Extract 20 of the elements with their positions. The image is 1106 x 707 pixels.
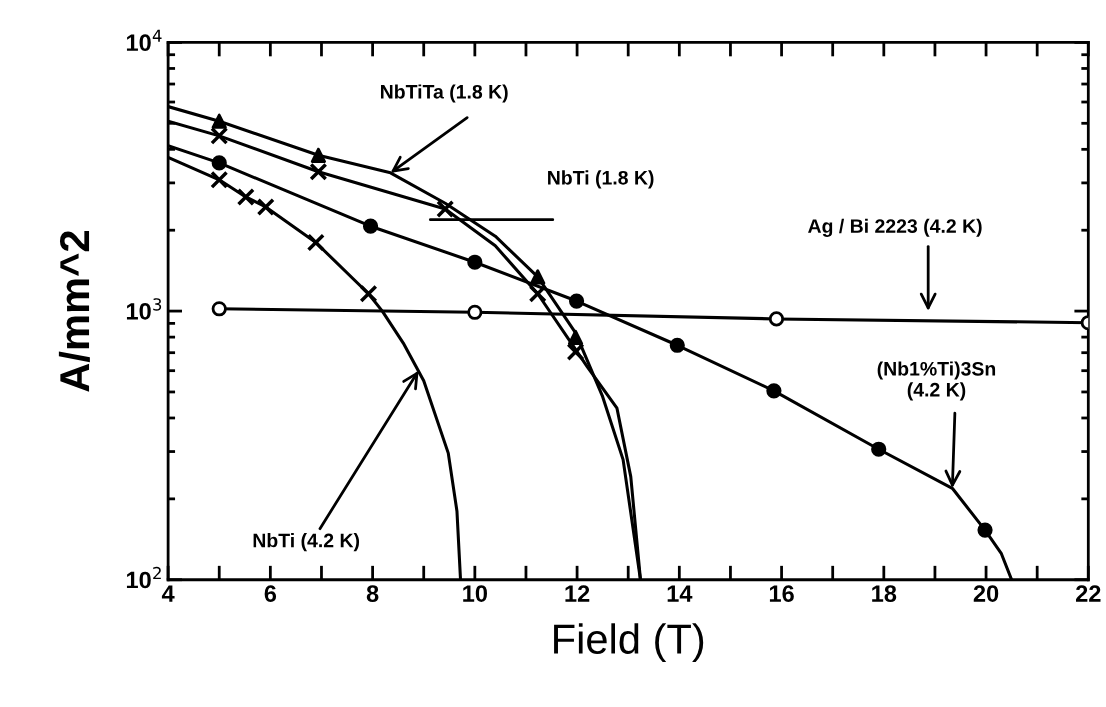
y-tick-label: 10$^{2}$ (126, 566, 161, 589)
x-tick-label: 10 (463, 585, 488, 602)
annotation: NbTi (4.2 K) (253, 533, 360, 552)
annotation: Ag / Bi 2223 (4.2 K) (808, 218, 982, 237)
annotation: NbTiTa (1.8 K) (381, 84, 508, 103)
x-tick-label: 6 (264, 585, 277, 602)
x-tick-label: 22 (1075, 585, 1101, 602)
x-tick-label: 4 (161, 585, 175, 602)
x-tick-label: 14 (667, 585, 693, 602)
x-tick-label: 16 (769, 585, 794, 602)
x-tick-label: 8 (366, 585, 379, 602)
x-tick-label: 20 (973, 585, 999, 602)
y-tick-label: 10$^{4}$ (126, 29, 162, 52)
x-tick-label: 18 (872, 585, 897, 602)
annotation: NbTi (1.8 K) (548, 170, 654, 189)
y-tick-label: 10$^{3}$ (126, 298, 162, 320)
y-axis-title: A/mm^2 (58, 231, 90, 392)
annotation: (Nb1%Ti)3Sn (4.2 K) (877, 361, 996, 401)
x-tick-label: 12 (565, 585, 590, 602)
x-axis-title: Field (T) (554, 623, 704, 663)
